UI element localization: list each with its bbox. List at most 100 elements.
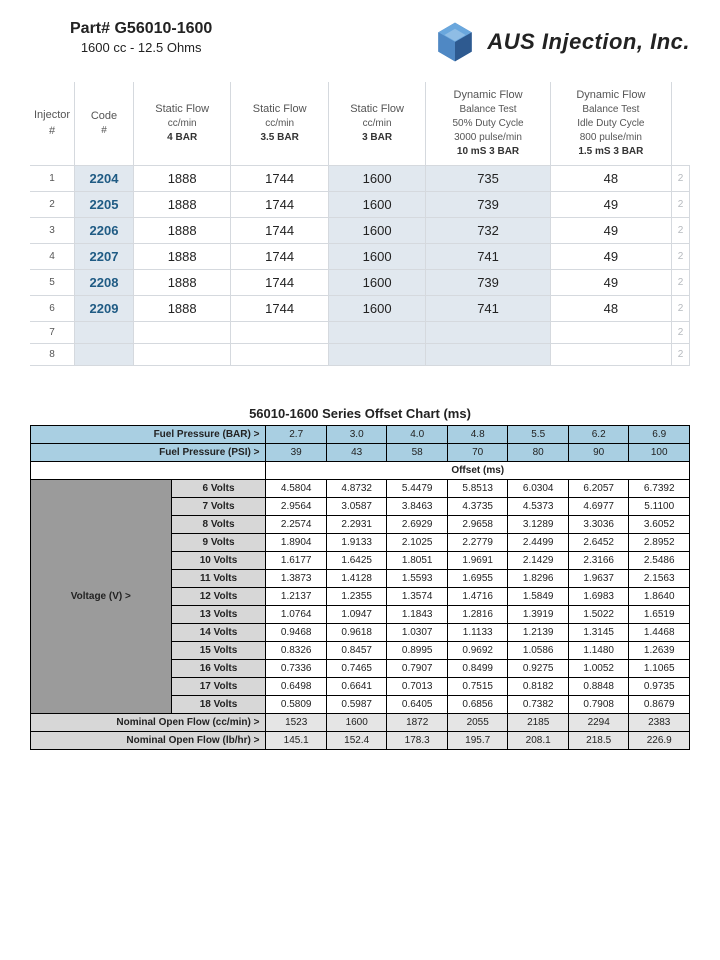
flow-cell: 5 — [30, 270, 75, 296]
offset-cell: 1.8904 — [266, 534, 327, 552]
flow-cell: 735 — [426, 166, 550, 192]
offset-cell: 2.1563 — [629, 570, 690, 588]
offset-cell: 0.7013 — [387, 678, 448, 696]
flow-cell: 2 — [672, 166, 690, 192]
offset-cell: 1.2355 — [326, 588, 387, 606]
flow-cell: 1744 — [231, 166, 328, 192]
offset-cell: 9 Volts — [171, 534, 266, 552]
flow-cell: 6 — [30, 296, 75, 322]
offset-cell: 5.8513 — [447, 480, 508, 498]
offset-cell: 2185 — [508, 714, 569, 732]
offset-cell: 0.6498 — [266, 678, 327, 696]
offset-cell: 4.5804 — [266, 480, 327, 498]
offset-cell: 2055 — [447, 714, 508, 732]
flow-cell — [328, 344, 425, 366]
flow-cell — [550, 344, 671, 366]
offset-cell: 1.8051 — [387, 552, 448, 570]
offset-cell: 3.0 — [326, 426, 387, 444]
offset-cell: 1.6177 — [266, 552, 327, 570]
flow-cell — [426, 322, 550, 344]
flow-cell: 1744 — [231, 296, 328, 322]
offset-cell: 0.7908 — [568, 696, 629, 714]
offset-cell: 1.0307 — [387, 624, 448, 642]
offset-cell: 6.7392 — [629, 480, 690, 498]
offset-cell: 2383 — [629, 714, 690, 732]
offset-cell: 0.7465 — [326, 660, 387, 678]
flow-table-row: 52208188817441600739492 — [30, 270, 690, 296]
offset-cell: 90 — [568, 444, 629, 462]
offset-cell: Fuel Pressure (PSI) > — [31, 444, 266, 462]
flow-table-row: 22205188817441600739492 — [30, 192, 690, 218]
offset-cell: 4.3735 — [447, 498, 508, 516]
flow-cell: 1888 — [133, 296, 230, 322]
offset-cell: 0.9618 — [326, 624, 387, 642]
flow-cell: 1888 — [133, 192, 230, 218]
offset-cell: 70 — [447, 444, 508, 462]
flow-cell: 1888 — [133, 218, 230, 244]
flow-cell: 732 — [426, 218, 550, 244]
offset-cell: 3.0587 — [326, 498, 387, 516]
offset-cell: 12 Volts — [171, 588, 266, 606]
flow-cell: 1600 — [328, 166, 425, 192]
offset-cell: 1.0052 — [568, 660, 629, 678]
offset-cell: 145.1 — [266, 732, 327, 750]
offset-cell: 1.1065 — [629, 660, 690, 678]
flow-cell: 49 — [550, 244, 671, 270]
offset-cell: 7 Volts — [171, 498, 266, 516]
offset-cell: 2.9658 — [447, 516, 508, 534]
offset-cell: 0.8995 — [387, 642, 448, 660]
offset-cell: 1.5849 — [508, 588, 569, 606]
offset-cell — [31, 462, 266, 480]
offset-cell: 6.0304 — [508, 480, 569, 498]
flow-cell: 1600 — [328, 218, 425, 244]
offset-cell: Nominal Open Flow (lb/hr) > — [31, 732, 266, 750]
flow-table-row: 42207188817441600741492 — [30, 244, 690, 270]
offset-cell: 1.4716 — [447, 588, 508, 606]
offset-cell: 1.5593 — [387, 570, 448, 588]
offset-cell: 1.9133 — [326, 534, 387, 552]
offset-cell: 1.3873 — [266, 570, 327, 588]
document-header: Part# G56010-1600 1600 cc - 12.5 Ohms AU… — [30, 20, 690, 64]
offset-cell: 0.8679 — [629, 696, 690, 714]
offset-cell: Offset (ms) — [266, 462, 690, 480]
offset-cell: 4.8732 — [326, 480, 387, 498]
flow-col-header: Code# — [75, 82, 134, 166]
flow-table-row: 82 — [30, 344, 690, 366]
offset-cell: 4.5373 — [508, 498, 569, 516]
flow-cell: 741 — [426, 244, 550, 270]
offset-cell: 6 Volts — [171, 480, 266, 498]
offset-cell: 2.8952 — [629, 534, 690, 552]
flow-cell: 2206 — [75, 218, 134, 244]
offset-cell: 39 — [266, 444, 327, 462]
offset-cell: 2.1429 — [508, 552, 569, 570]
offset-cell: 17 Volts — [171, 678, 266, 696]
offset-cell: 18 Volts — [171, 696, 266, 714]
offset-cell: 11 Volts — [171, 570, 266, 588]
offset-cell: 0.7515 — [447, 678, 508, 696]
offset-cell: 1.1133 — [447, 624, 508, 642]
flow-cell: 2 — [672, 244, 690, 270]
flow-cell: 741 — [426, 296, 550, 322]
offset-cell: 1.2639 — [629, 642, 690, 660]
offset-cell: 13 Volts — [171, 606, 266, 624]
offset-cell: 0.5809 — [266, 696, 327, 714]
offset-cell: 0.6641 — [326, 678, 387, 696]
offset-cell: 2.3166 — [568, 552, 629, 570]
offset-chart-table: Fuel Pressure (BAR) >2.73.04.04.85.56.26… — [30, 425, 690, 750]
offset-cell: 1523 — [266, 714, 327, 732]
flow-cell: 48 — [550, 296, 671, 322]
flow-cell: 3 — [30, 218, 75, 244]
offset-cell: 0.6405 — [387, 696, 448, 714]
flow-cell: 2208 — [75, 270, 134, 296]
flow-table-body: 1220418881744160073548222205188817441600… — [30, 166, 690, 366]
flow-cell — [75, 344, 134, 366]
offset-cell: 16 Volts — [171, 660, 266, 678]
offset-cell: 0.8848 — [568, 678, 629, 696]
offset-cell: 0.7382 — [508, 696, 569, 714]
offset-cell: 2.7 — [266, 426, 327, 444]
flow-cell: 8 — [30, 344, 75, 366]
offset-cell: 1.2816 — [447, 606, 508, 624]
offset-cell: 2.2574 — [266, 516, 327, 534]
offset-cell: 1872 — [387, 714, 448, 732]
offset-cell: 2.2779 — [447, 534, 508, 552]
